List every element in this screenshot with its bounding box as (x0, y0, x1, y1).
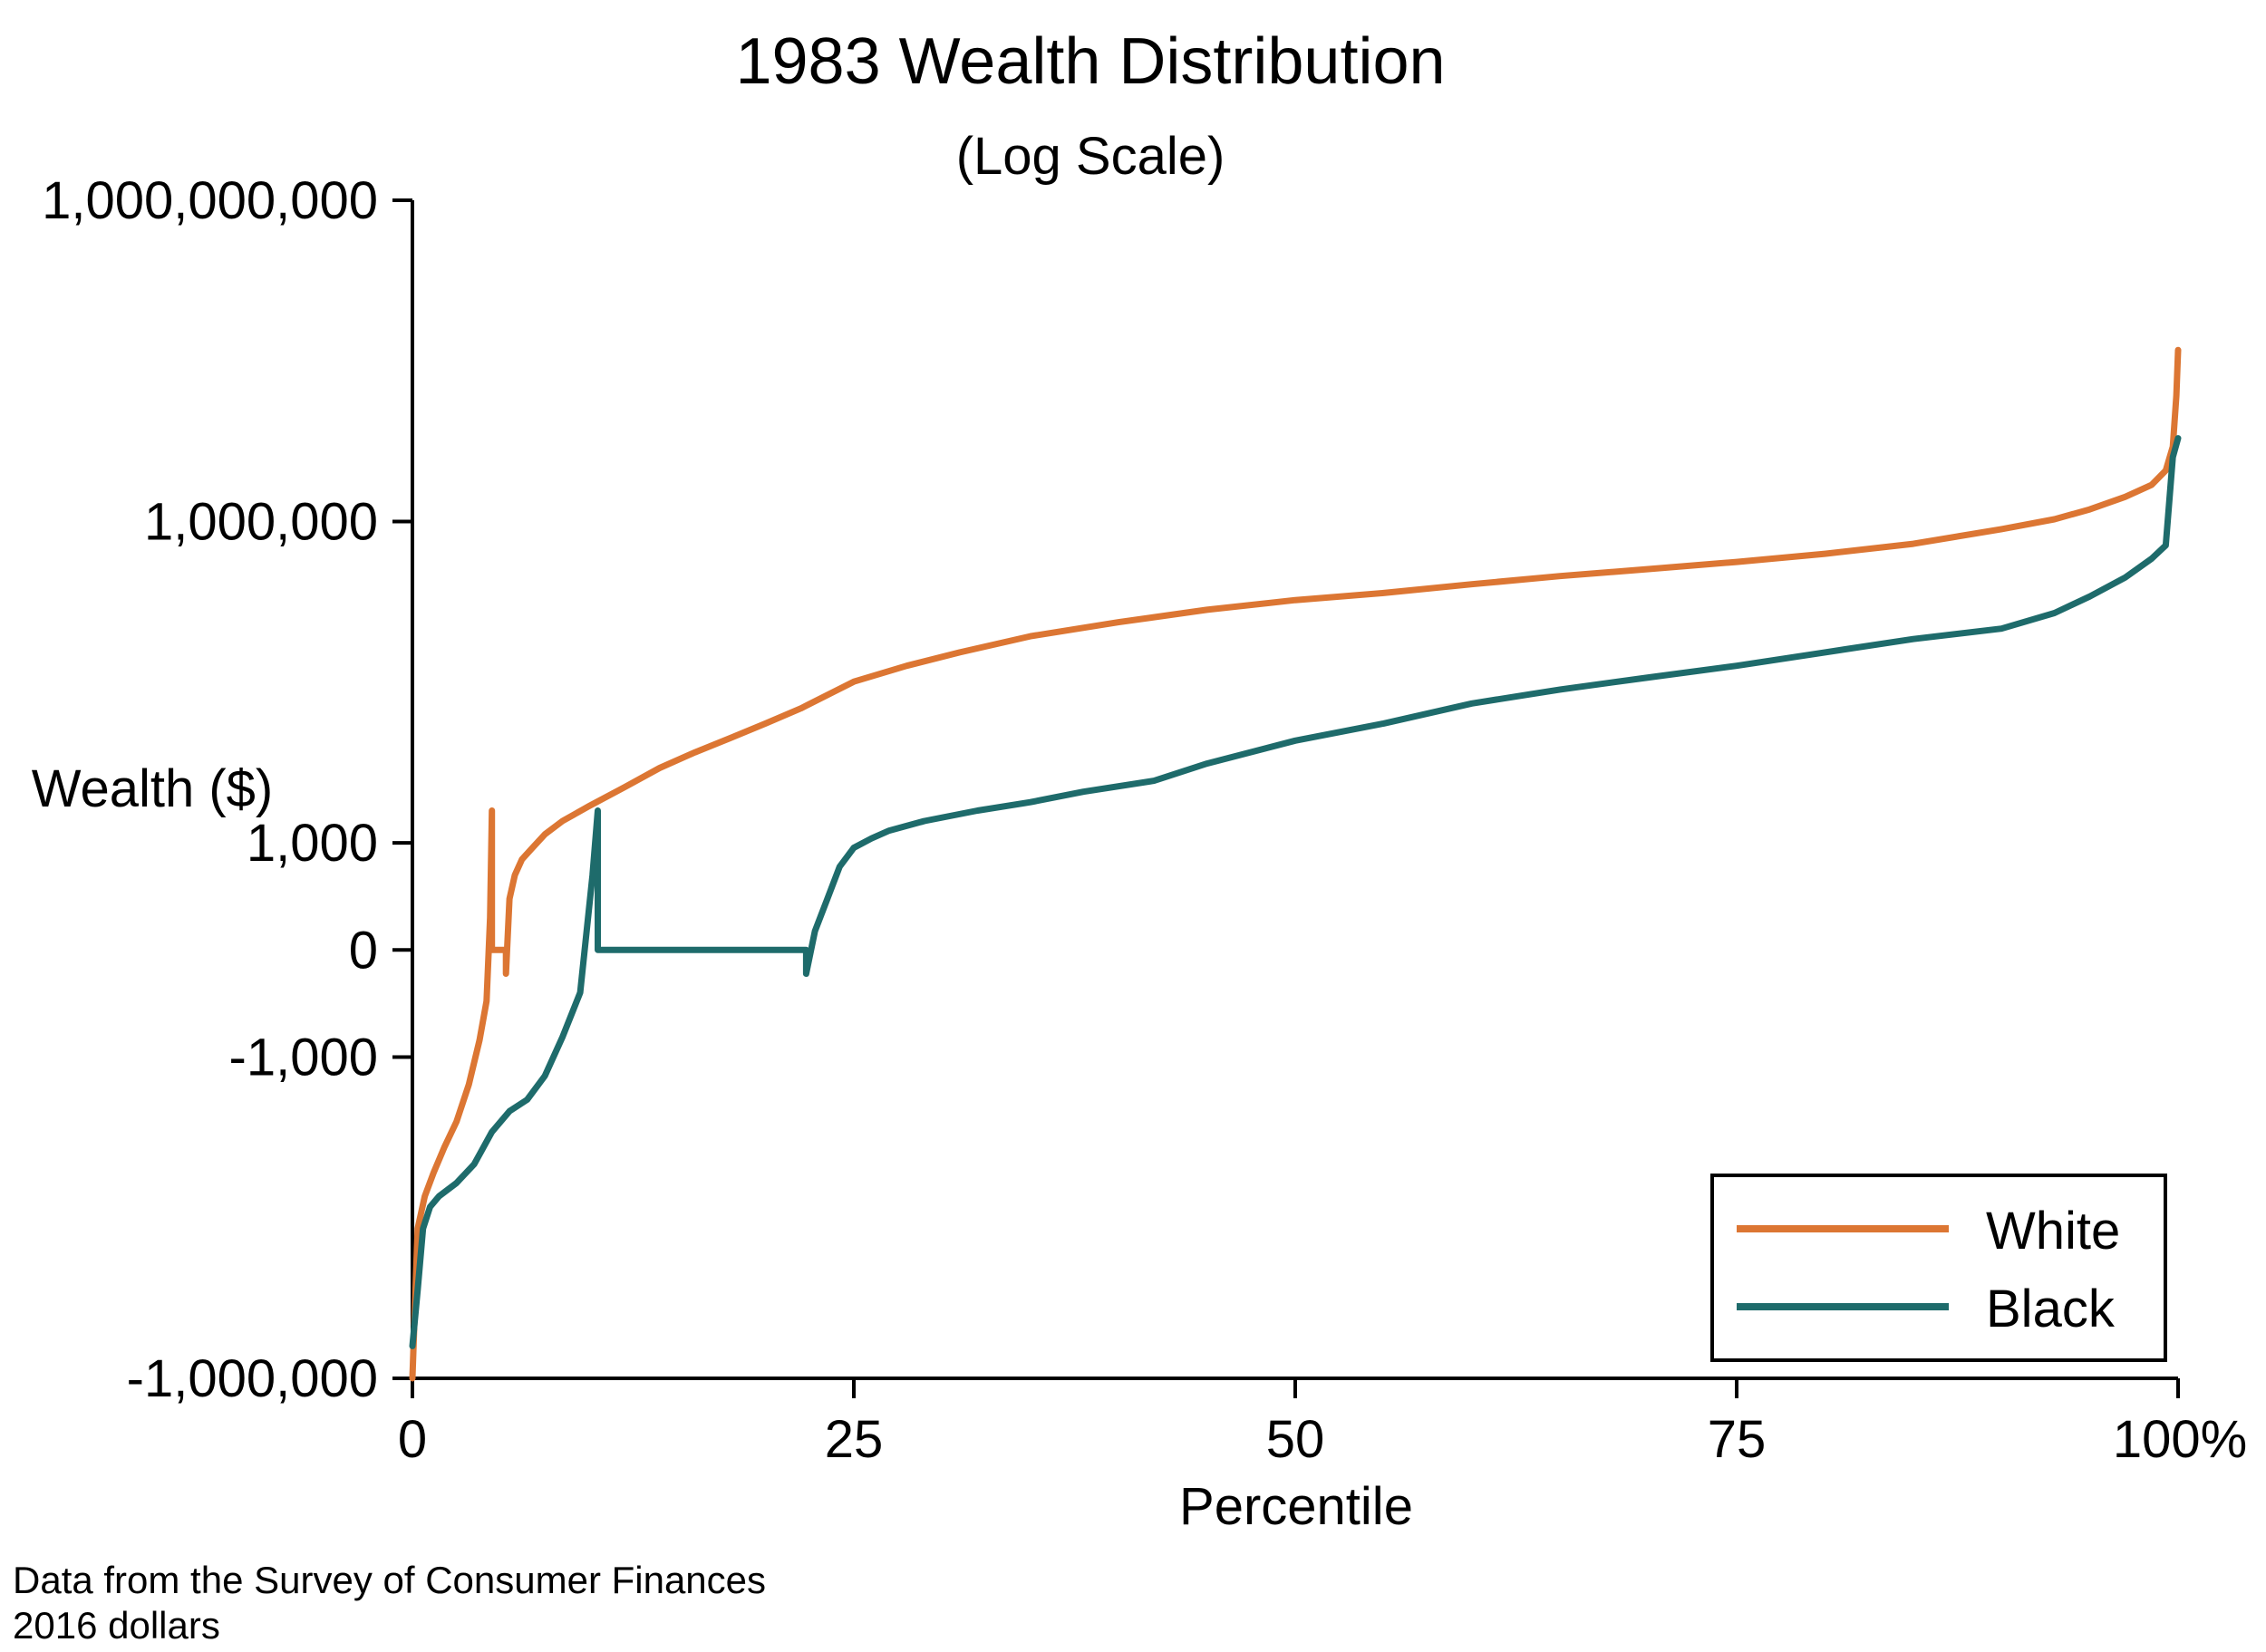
x-tick-label: 50 (1266, 1410, 1325, 1469)
x-tick-label: 75 (1708, 1410, 1767, 1469)
legend: White Black (1710, 1174, 2167, 1362)
series-line-black (409, 435, 2182, 1349)
footnote-units: 2016 dollars (13, 1604, 220, 1647)
series-line-white (409, 346, 2182, 1382)
x-tick-label: 25 (825, 1410, 884, 1469)
chart-subtitle: (Log Scale) (956, 127, 1225, 186)
series-layer (409, 346, 2182, 1382)
y-tick-label: 1,000 (247, 814, 378, 873)
y-tick-label: -1,000,000 (127, 1349, 378, 1408)
legend-box (1710, 1174, 2167, 1362)
legend-label-white: White (1986, 1202, 2120, 1261)
x-tick-label: 0 (398, 1410, 427, 1469)
x-axis-ticks: 0 25 50 75 100% (398, 1378, 2247, 1469)
x-axis-label: Percentile (1179, 1477, 1413, 1536)
y-axis-label: Wealth ($) (32, 759, 273, 818)
y-axis-ticks: -1,000,000 -1,000 0 1,000 1,000,000 1,000,000… (42, 171, 412, 1408)
y-tick-label: 0 (349, 921, 378, 980)
y-tick-label: 1,000,000 (144, 493, 378, 552)
footnote-source: Data from the Survey of Consumer Finance… (13, 1559, 766, 1601)
chart-title: 1983 Wealth Distribution (735, 25, 1445, 98)
legend-label-black: Black (1986, 1280, 2116, 1338)
y-tick-label: -1,000 (229, 1028, 378, 1087)
y-tick-label: 1,000,000,000 (42, 171, 378, 230)
x-tick-label: 100% (2113, 1410, 2247, 1469)
